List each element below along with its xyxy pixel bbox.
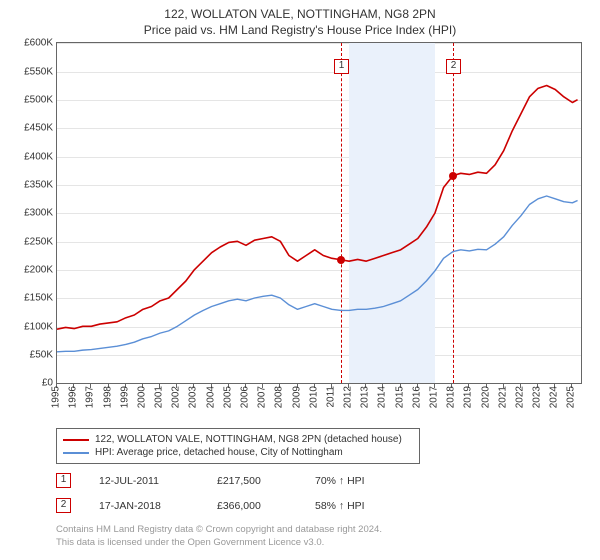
legend-swatch-hpi [63, 452, 89, 454]
legend-item-price-paid: 122, WOLLATON VALE, NOTTINGHAM, NG8 2PN … [63, 433, 413, 446]
x-tick-label: 1998 [102, 386, 113, 408]
events-table: 1 12-JUL-2011 £217,500 70% ↑ HPI 2 17-JA… [56, 468, 590, 518]
x-tick-label: 2020 [480, 386, 491, 408]
price-chart: £0£50K£100K£150K£200K£250K£300K£350K£400… [56, 42, 582, 384]
y-tick-label: £300K [24, 208, 53, 219]
x-tick-label: 2021 [497, 386, 508, 408]
x-axis-ticks: 1995199619971998199920002001200220032004… [56, 384, 582, 422]
event-row: 1 12-JUL-2011 £217,500 70% ↑ HPI [56, 468, 590, 493]
x-tick-label: 2024 [549, 386, 560, 408]
series-line-price_paid [57, 86, 578, 330]
y-tick-label: £250K [24, 236, 53, 247]
legend-item-hpi: HPI: Average price, detached house, City… [63, 446, 413, 459]
x-tick-label: 2025 [566, 386, 577, 408]
y-tick-label: £150K [24, 293, 53, 304]
x-tick-label: 2008 [274, 386, 285, 408]
x-tick-label: 2018 [446, 386, 457, 408]
footnote: Contains HM Land Registry data © Crown c… [56, 524, 590, 550]
x-tick-label: 2017 [428, 386, 439, 408]
y-tick-label: £100K [24, 321, 53, 332]
event-dot [449, 172, 457, 180]
title-line-2: Price paid vs. HM Land Registry's House … [10, 22, 590, 38]
x-tick-label: 2002 [171, 386, 182, 408]
x-tick-label: 2015 [394, 386, 405, 408]
event-price: £217,500 [217, 475, 287, 487]
footnote-line: Contains HM Land Registry data © Crown c… [56, 524, 590, 537]
chart-container: 122, WOLLATON VALE, NOTTINGHAM, NG8 2PN … [0, 0, 600, 560]
event-price: £366,000 [217, 500, 287, 512]
y-tick-label: £450K [24, 123, 53, 134]
x-tick-label: 2012 [343, 386, 354, 408]
x-tick-label: 2011 [325, 386, 336, 408]
x-tick-label: 2007 [257, 386, 268, 408]
legend: 122, WOLLATON VALE, NOTTINGHAM, NG8 2PN … [56, 428, 420, 464]
y-tick-label: £350K [24, 180, 53, 191]
legend-label: 122, WOLLATON VALE, NOTTINGHAM, NG8 2PN … [95, 434, 402, 445]
chart-title: 122, WOLLATON VALE, NOTTINGHAM, NG8 2PN … [10, 6, 590, 38]
x-tick-label: 2016 [411, 386, 422, 408]
x-tick-label: 1995 [51, 386, 62, 408]
y-tick-label: £400K [24, 151, 53, 162]
event-row: 2 17-JAN-2018 £366,000 58% ↑ HPI [56, 493, 590, 518]
series-line-hpi [57, 196, 578, 352]
x-tick-label: 2003 [188, 386, 199, 408]
title-line-1: 122, WOLLATON VALE, NOTTINGHAM, NG8 2PN [10, 6, 590, 22]
event-date: 17-JAN-2018 [99, 500, 189, 512]
event-marker-icon: 1 [56, 473, 71, 488]
event-marker-on-chart: 2 [446, 59, 461, 74]
event-hpi: 58% ↑ HPI [315, 500, 405, 512]
event-dot [337, 256, 345, 264]
y-tick-label: £550K [24, 66, 53, 77]
legend-label: HPI: Average price, detached house, City… [95, 447, 343, 458]
x-tick-label: 1997 [85, 386, 96, 408]
x-tick-label: 2022 [514, 386, 525, 408]
event-hpi: 70% ↑ HPI [315, 475, 405, 487]
y-tick-label: £50K [30, 350, 53, 361]
event-marker-on-chart: 1 [334, 59, 349, 74]
event-date: 12-JUL-2011 [99, 475, 189, 487]
x-tick-label: 2000 [136, 386, 147, 408]
x-tick-label: 2009 [291, 386, 302, 408]
x-tick-label: 2004 [205, 386, 216, 408]
x-tick-label: 2010 [308, 386, 319, 408]
x-tick-label: 2019 [463, 386, 474, 408]
x-tick-label: 1996 [68, 386, 79, 408]
x-tick-label: 1999 [119, 386, 130, 408]
legend-swatch-price-paid [63, 439, 89, 441]
y-tick-label: £600K [24, 38, 53, 49]
event-marker-icon: 2 [56, 498, 71, 513]
x-tick-label: 2014 [377, 386, 388, 408]
y-tick-label: £200K [24, 265, 53, 276]
footnote-line: This data is licensed under the Open Gov… [56, 537, 590, 550]
x-tick-label: 2023 [532, 386, 543, 408]
x-tick-label: 2013 [360, 386, 371, 408]
x-tick-label: 2005 [222, 386, 233, 408]
x-tick-label: 2001 [154, 386, 165, 408]
y-tick-label: £500K [24, 95, 53, 106]
x-tick-label: 2006 [239, 386, 250, 408]
